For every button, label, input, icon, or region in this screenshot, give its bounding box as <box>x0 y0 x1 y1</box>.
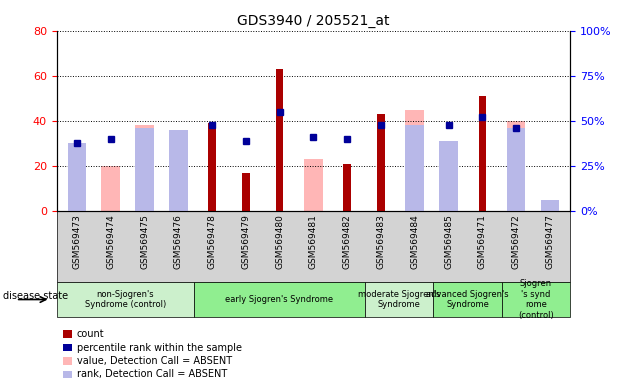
Bar <box>135 128 154 211</box>
Bar <box>242 173 249 211</box>
Bar <box>276 69 284 211</box>
Bar <box>439 155 458 211</box>
Bar <box>304 159 323 211</box>
Bar <box>541 200 559 211</box>
Bar <box>507 121 525 211</box>
Title: GDS3940 / 205521_at: GDS3940 / 205521_at <box>237 14 390 28</box>
Bar <box>67 168 86 211</box>
Bar <box>377 114 385 211</box>
Text: advanced Sjogren's
Syndrome: advanced Sjogren's Syndrome <box>426 290 509 309</box>
Bar <box>101 166 120 211</box>
Text: count: count <box>77 329 105 339</box>
Bar <box>343 164 351 211</box>
Bar <box>507 128 525 211</box>
Text: early Sjogren's Syndrome: early Sjogren's Syndrome <box>225 295 333 304</box>
Bar <box>67 142 86 211</box>
Bar <box>135 126 154 211</box>
Text: moderate Sjogren's
Syndrome: moderate Sjogren's Syndrome <box>358 290 440 309</box>
Bar <box>169 130 188 211</box>
Bar <box>209 123 216 211</box>
Text: non-Sjogren's
Syndrome (control): non-Sjogren's Syndrome (control) <box>84 290 166 309</box>
Bar <box>169 132 188 211</box>
Bar <box>406 110 424 211</box>
Text: Sjogren
's synd
rome
(control): Sjogren 's synd rome (control) <box>518 280 554 319</box>
Text: percentile rank within the sample: percentile rank within the sample <box>77 343 242 353</box>
Bar <box>479 96 486 211</box>
Bar <box>546 209 554 211</box>
Text: disease state: disease state <box>3 291 68 301</box>
Text: value, Detection Call = ABSENT: value, Detection Call = ABSENT <box>77 356 232 366</box>
Bar <box>406 124 424 211</box>
Bar <box>439 141 458 211</box>
Text: rank, Detection Call = ABSENT: rank, Detection Call = ABSENT <box>77 369 227 379</box>
